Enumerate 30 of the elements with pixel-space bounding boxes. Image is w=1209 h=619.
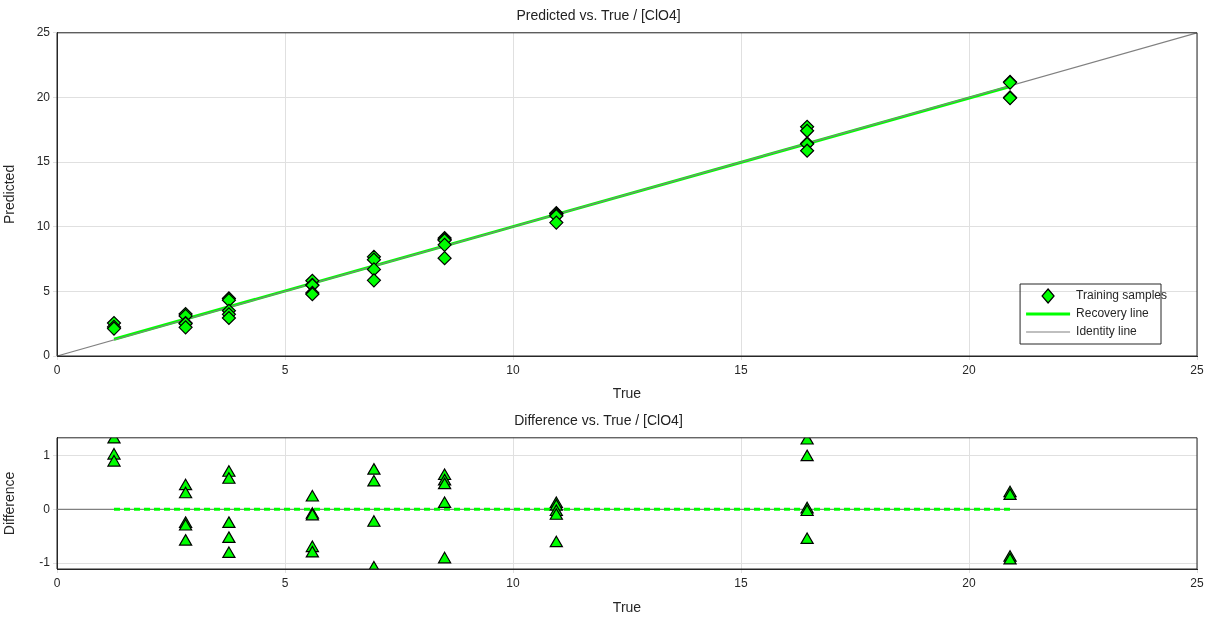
y-tick-label: 0 <box>43 348 51 363</box>
x-tick-label: 20 <box>962 362 976 377</box>
y-tick-label: 10 <box>36 219 51 234</box>
y-tick-label: 0 <box>43 501 51 516</box>
x-tick-label: 25 <box>1190 575 1204 590</box>
x-axis-title: True <box>612 385 642 402</box>
y-axis-title: Predicted <box>1 164 18 224</box>
x-axis-title: True <box>612 599 642 616</box>
x-tick-label: 5 <box>281 362 289 377</box>
y-tick-label: 20 <box>36 89 51 104</box>
x-tick-label: 25 <box>1190 362 1204 377</box>
x-tick-label: 15 <box>734 575 748 590</box>
x-tick-label: 0 <box>53 362 61 377</box>
legend-label: Identity line <box>1076 324 1138 339</box>
x-tick-label: 0 <box>53 575 61 590</box>
y-tick-label: 25 <box>36 25 51 40</box>
y-tick-label: 15 <box>36 154 51 169</box>
chart-title: Predicted vs. True / [ClO4] <box>516 7 681 24</box>
x-tick-label: 5 <box>281 575 289 590</box>
x-tick-label: 10 <box>506 362 520 377</box>
y-tick-label: 1 <box>43 447 51 462</box>
y-tick-label: 5 <box>43 283 51 298</box>
legend-label: Recovery line <box>1076 306 1150 321</box>
x-tick-label: 15 <box>734 362 748 377</box>
y-tick-label: -1 <box>39 555 51 570</box>
legend-label: Training samples <box>1076 288 1168 303</box>
chart-title: Difference vs. True / [ClO4] <box>514 412 683 429</box>
y-axis-title: Difference <box>1 471 18 536</box>
x-tick-label: 10 <box>506 575 520 590</box>
x-tick-label: 20 <box>962 575 976 590</box>
